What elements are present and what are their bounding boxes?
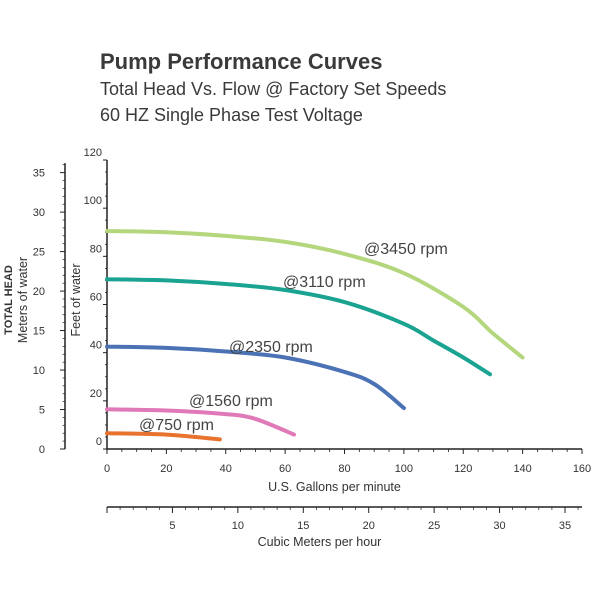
x-tick-label: 100 <box>395 463 413 475</box>
secondary-y-tick-label: 20 <box>33 286 45 298</box>
y-tick-label: 60 <box>90 292 102 304</box>
secondary-y-tick-label: 15 <box>33 326 45 338</box>
secondary-x-tick-label: 10 <box>232 520 244 532</box>
curve-3110-rpm <box>105 277 492 377</box>
x-tick-label: 40 <box>220 463 232 475</box>
series-group <box>105 229 525 442</box>
chart-titles: Pump Performance Curves Total Head Vs. F… <box>100 48 446 128</box>
chart-subtitle-2: 60 HZ Single Phase Test Voltage <box>100 105 363 125</box>
secondary-y-tick-label: 30 <box>33 207 45 219</box>
curve-3450-rpm <box>105 229 525 360</box>
secondary-y-tick-label: 10 <box>33 365 45 377</box>
series-label: @3110 rpm <box>283 274 366 291</box>
secondary-x-tick-label: 25 <box>428 520 440 532</box>
series-label: @1560 rpm <box>189 393 273 410</box>
secondary-x-axis-label: Cubic Meters per hour <box>258 535 382 549</box>
x-tick-label: 140 <box>513 463 531 475</box>
y-tick-label: 40 <box>90 340 102 352</box>
y-tick-label: 20 <box>90 388 102 400</box>
curve-1560-rpm <box>105 407 296 437</box>
x-tick-label: 0 <box>104 463 110 475</box>
x-tick-label: 80 <box>338 463 350 475</box>
x-tick-label: 120 <box>454 463 472 475</box>
labels-group: @3450 rpm @3110 rpm @2350 rpm @1560 rpm @750… <box>139 241 448 434</box>
y-axis-label: Feet of water <box>69 264 83 337</box>
y-tick-label: 80 <box>90 243 102 255</box>
secondary-y-label-bold: TOTAL HEAD <box>3 265 15 335</box>
secondary-x-tick-label: 30 <box>493 520 505 532</box>
x-tick-label: 20 <box>160 463 172 475</box>
y-tick-label: 100 <box>84 195 102 207</box>
x-axis-label: U.S. Gallons per minute <box>268 480 401 494</box>
x-tick-label: 60 <box>279 463 291 475</box>
secondary-x-tick-label: 35 <box>559 520 571 532</box>
series-label: @3450 rpm <box>364 241 448 258</box>
secondary-y-tick-label: 0 <box>39 444 45 456</box>
secondary-y-tick-label: 5 <box>39 405 45 417</box>
chart-subtitle-1: Total Head Vs. Flow @ Factory Set Speeds <box>100 79 447 99</box>
chart-title: Pump Performance Curves <box>100 49 383 74</box>
y-tick-label: 0 <box>96 436 102 448</box>
series-label: @2350 rpm <box>229 339 313 356</box>
secondary-y-tick-label: 35 <box>33 168 45 180</box>
curve-2350-rpm <box>105 344 406 411</box>
secondary-x-tick-label: 20 <box>363 520 375 532</box>
series-label: @750 rpm <box>139 417 214 434</box>
secondary-x-tick-label: 5 <box>169 520 175 532</box>
secondary-y-label: Meters of water <box>16 257 30 343</box>
secondary-x-tick-label: 15 <box>297 520 309 532</box>
secondary-y-tick-label: 25 <box>33 247 45 259</box>
curve-750-rpm <box>105 431 222 442</box>
y-tick-label: 120 <box>84 147 102 159</box>
x-tick-label: 160 <box>573 463 591 475</box>
